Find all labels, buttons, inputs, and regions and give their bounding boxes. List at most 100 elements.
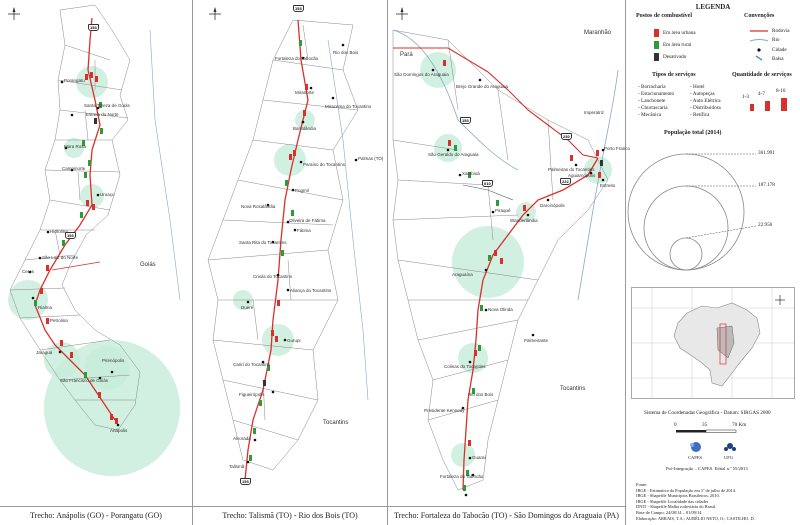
study-area-frame <box>719 323 727 365</box>
town-label: Cariri do Tocantins <box>233 362 271 367</box>
convencoes-title: Convenções <box>744 13 775 19</box>
town-label: Campinorte <box>62 166 86 171</box>
town-label: Rio dos Bois <box>468 392 494 397</box>
scale-label: 70 Km <box>732 422 747 428</box>
state-label: Pará <box>400 52 413 58</box>
study-area <box>716 325 735 359</box>
town-label: Imperatriz <box>584 110 605 115</box>
tipo-item: - Estacionamento <box>638 91 675 97</box>
source-line: Base de Campo: 24/08/14 – 01/09/14 <box>636 509 702 515</box>
postos-title: Postos de combustível <box>636 13 692 19</box>
north-arrow-icon <box>209 7 221 20</box>
source-title: Fonte: <box>636 482 648 487</box>
panel-caption: Trecho: Anápolis (GO) - Porangatu (GO) <box>0 506 192 525</box>
town-label: Petrolina <box>50 318 68 323</box>
town-label: Santa Rita do Tocantins <box>239 240 287 245</box>
town-label: Porto Franco <box>604 146 631 151</box>
town-label: Pugmil <box>295 188 309 193</box>
source-line: Elaboração: ARRAIS, T.A.; AURÉLIO NETO, … <box>636 515 755 521</box>
legend-panel: LEGENDA Postos de combustível Em área ur… <box>626 0 800 525</box>
town-label: Uruaçu <box>100 192 115 197</box>
pop-circle-large <box>627 153 745 271</box>
coord-system-text: Sistema de Coordenadas Geográfica - Datu… <box>644 410 771 416</box>
highway-shield: 230 <box>561 133 572 140</box>
fuel-stations <box>443 60 603 491</box>
town-label: Palmeiras do Tocantins <box>548 167 595 172</box>
municipal-boundaries <box>392 29 609 491</box>
town-label: Miranorte <box>295 90 315 95</box>
population-halo-barrolandia <box>295 110 315 130</box>
town-label: Wanderlândia <box>510 218 538 223</box>
pop-value-medium: 187.178 <box>758 182 775 188</box>
town-label: Aliança do Tocantins <box>290 288 332 293</box>
town-label: Palmeirante <box>524 338 549 343</box>
highway-shield: 010 <box>482 180 493 187</box>
town-label: Presidente Kennedy <box>424 408 465 413</box>
town-label: Oliveira de Fátima <box>289 218 326 223</box>
town-label: Darcinópolis <box>540 203 565 208</box>
fuel-stations <box>249 40 308 461</box>
highway-br230 <box>393 47 599 159</box>
convencao-river-label: Rio <box>772 37 780 43</box>
river-icon <box>749 39 769 42</box>
tipo-item: - Auto Elétrica <box>690 98 721 104</box>
source-line: IBGE - Shapefile Localidade das cidades <box>636 498 709 504</box>
population-halo-pirenopolis <box>85 346 129 390</box>
ufg-logo-icon <box>724 443 736 451</box>
town-label: Araguaína <box>452 272 473 277</box>
pop-circle-medium <box>643 185 729 271</box>
source-line: IBGE - Estimativa da População em 1º de … <box>636 487 737 493</box>
municipal-boundaries <box>207 19 359 471</box>
north-arrow-icon <box>396 7 408 20</box>
town-label: São Domingos do Araguaia <box>394 72 449 77</box>
panel-caption: Trecho: Talismã (TO) - Rio dos Bois (TO) <box>193 506 387 525</box>
town-label: Jaraguá <box>36 350 53 355</box>
population-halo-ceres <box>8 280 48 320</box>
town-label: Rialma <box>38 305 53 310</box>
town-label: Piraquê <box>495 208 511 213</box>
town-label: Estreito <box>600 183 616 188</box>
town-label: Hidrolina <box>50 229 68 234</box>
town-label: Aguiarnópolis <box>568 173 596 178</box>
pop-value-small: 22.956 <box>758 222 773 228</box>
town-label: Rio dos Bois <box>333 50 359 55</box>
pop-value-large: 361.991 <box>758 150 775 156</box>
highway-shield: 153 <box>240 478 251 485</box>
highway-br153 <box>34 17 116 421</box>
population-halo-araguaina <box>452 226 524 298</box>
source-block: Fonte: IBGE - Estimativa da População em… <box>636 482 755 521</box>
quantidade-title: Quantidade de serviços <box>732 72 792 78</box>
population-halo-anapolis <box>44 340 180 476</box>
map-panel-1-svg <box>8 4 181 476</box>
highway-shield: 153 <box>293 5 304 12</box>
state-label: Maranhão <box>584 30 612 36</box>
town-label: Guaraí <box>472 455 486 460</box>
river <box>327 39 369 401</box>
map-panel-3-svg <box>392 7 619 497</box>
town-label: Fortaleza do Tabocão <box>275 56 319 61</box>
tipo-item: - Mecânica <box>638 112 662 118</box>
river <box>149 29 181 301</box>
town-label: Brejo Grande do Araguaia <box>456 84 509 89</box>
river-araguaia <box>392 29 519 171</box>
town-label: Ceres <box>22 269 35 274</box>
source-line: DNIT - Shapefile Malha rodoviária do Bra… <box>636 504 717 510</box>
town-points <box>431 68 605 497</box>
tipo-item: - Borracharia <box>638 84 666 90</box>
river-tocantins <box>577 69 619 301</box>
town-label: São Geraldo do Araguaia <box>428 152 479 157</box>
postos-urban-label: Em área urbana <box>663 30 696 36</box>
source-line: IBGE - Shapefile Municípios Brasileiros,… <box>636 493 720 499</box>
fuel-rural-icon <box>654 41 659 49</box>
tipo-item: - Lanchonete <box>638 98 666 104</box>
town-label: Palmas (TO) <box>358 156 384 161</box>
quantidade-label: 8-10 <box>776 88 786 94</box>
municipal-boundaries <box>9 4 141 431</box>
postos-rural-label: Em área rural <box>663 42 692 48</box>
town-label: Fortaleza do Tabocão <box>440 474 484 479</box>
town-label: Talismã <box>229 464 245 469</box>
locator-map <box>631 287 795 399</box>
legend-symbols <box>654 29 787 111</box>
town-label: Paraíso do Tocantins <box>303 162 345 167</box>
town-label: Crixás do Tocantins <box>253 274 293 279</box>
